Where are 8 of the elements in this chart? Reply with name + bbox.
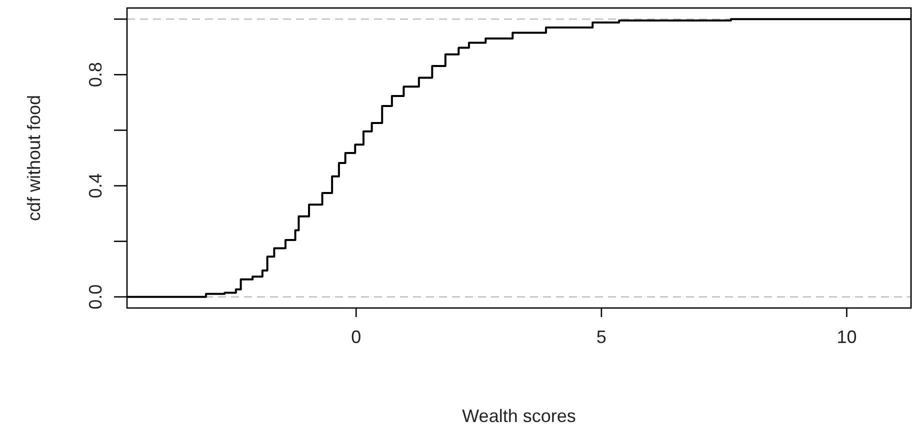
x-tick-label: 10 — [836, 327, 857, 347]
y-axis-title: cdf without food — [24, 94, 44, 222]
y-tick-label: 0.4 — [85, 173, 106, 198]
y-tick-label: 0.8 — [85, 62, 106, 88]
x-axis-title: Wealth scores — [462, 406, 576, 426]
x-tick-label: 5 — [596, 327, 606, 347]
x-tick-label: 0 — [351, 327, 362, 347]
y-tick-label: 0.0 — [85, 284, 106, 310]
